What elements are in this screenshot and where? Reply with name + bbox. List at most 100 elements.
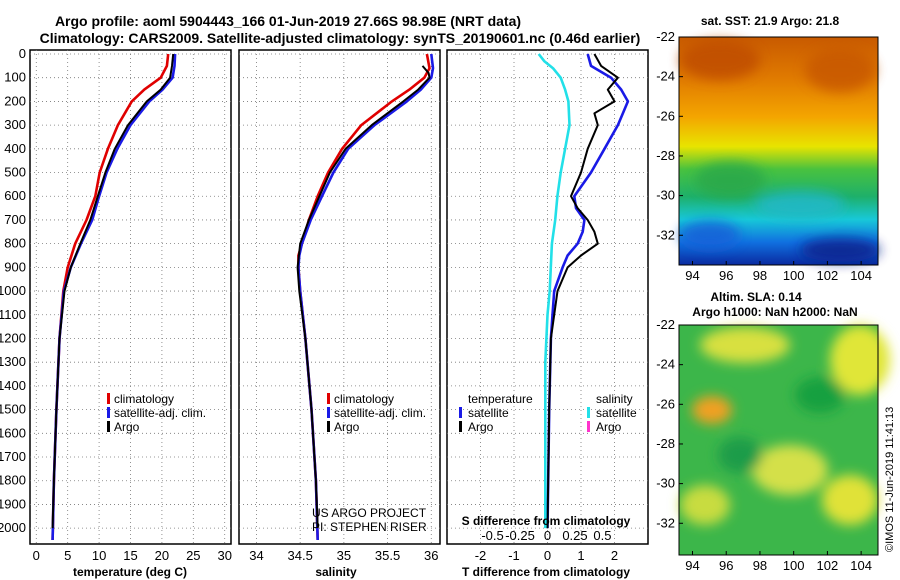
map-x-tick-label: 94 <box>685 268 699 283</box>
legend-title-temperature: temperature <box>468 392 533 406</box>
legend-swatch-t-argo <box>459 421 462 432</box>
legend-swatch-t-satellite <box>459 407 462 418</box>
sla-yellow-blob <box>700 327 790 363</box>
map-x-tick-label: 94 <box>685 558 699 573</box>
project-credit: US ARGO PROJECT <box>312 506 427 520</box>
profile-line-climatology <box>51 53 170 541</box>
temperature-xlabel: temperature (deg C) <box>73 565 187 579</box>
legend-swatch-argo <box>327 421 330 432</box>
legend-label-satellite: satellite-adj. clim. <box>114 406 206 420</box>
map-x-tick-label: 98 <box>753 268 767 283</box>
sst-map-title: sat. SST: 21.9 Argo: 21.8 <box>701 14 840 28</box>
depth-tick-label: 500 <box>4 165 26 180</box>
profile-line-t-argo <box>546 53 619 529</box>
profile-line-argo <box>296 65 431 529</box>
legend-label-s-satellite: satellite <box>596 406 637 420</box>
sst-warm-blob <box>680 40 760 80</box>
sla-yellow-blob <box>822 475 878 525</box>
salinity-xlabel: salinity <box>315 565 357 579</box>
salinity-legend: climatology satellite-adj. clim. Argo US… <box>312 392 427 534</box>
legend-swatch-climatology <box>107 393 110 404</box>
x-tick-label: 15 <box>123 548 137 563</box>
difference-legend: temperature satellite Argo salinity sate… <box>459 392 637 434</box>
title-line-1: Argo profile: aoml 5904443_166 01-Jun-20… <box>55 13 521 29</box>
sla-map: 94 96 98 100 102 104 -22 -24 -26 -28 -30 -32 <box>656 317 890 573</box>
depth-tick-label: 1500 <box>0 402 26 417</box>
depth-axis: 0 100 200 300 400 500 600 700 800 900 1000 1100 1200… <box>0 46 26 535</box>
s-difference-xlabel: S difference from climatology <box>462 514 631 528</box>
profile-line-climatology <box>297 53 431 541</box>
depth-tick-label: 1000 <box>0 283 26 298</box>
depth-tick-label: 900 <box>4 259 26 274</box>
profile-line-satellite-adj-clim- <box>297 53 435 541</box>
depth-tick-label: 1200 <box>0 330 26 345</box>
x-tick-label: 5 <box>64 548 71 563</box>
legend-label-argo: Argo <box>114 420 140 434</box>
sla-yellow-blob <box>830 325 890 395</box>
map-y-tick-label: -26 <box>656 108 675 123</box>
legend-label-climatology: climatology <box>334 392 394 406</box>
x-tick-label: 1 <box>577 548 584 563</box>
s-tick-label: 0 <box>544 528 551 543</box>
depth-tick-label: 1800 <box>0 473 26 488</box>
map-y-tick-label: -30 <box>656 188 675 203</box>
map-x-tick-label: 102 <box>817 558 839 573</box>
pi-credit: PI: STEPHEN RISER <box>312 520 427 534</box>
x-axes: 0 5 10 15 20 25 30 34 34.5 35 35.5 36 -2 -1 0 1 2 -0.5 -0.… <box>33 528 618 563</box>
profile-lines <box>51 53 630 541</box>
depth-tick-label: 1700 <box>0 449 26 464</box>
map-y-tick-label: -28 <box>656 148 675 163</box>
x-tick-label: 20 <box>155 548 169 563</box>
sla-map-axes: 94 96 98 100 102 104 -22 -24 -26 -28 -30 -32 <box>656 317 872 573</box>
map-x-tick-label: 104 <box>850 268 872 283</box>
sla-map-subtitle: Argo h1000: NaN h2000: NaN <box>692 305 857 319</box>
map-x-tick-label: 96 <box>719 268 733 283</box>
s-tick-label: -0.25 <box>505 528 535 543</box>
map-x-tick-label: 100 <box>783 268 805 283</box>
sst-blue-blob <box>680 221 740 249</box>
depth-tick-label: 1100 <box>0 307 26 322</box>
x-tick-label: 36 <box>424 548 438 563</box>
x-tick-label: 0 <box>33 548 40 563</box>
sla-yellow-blob <box>752 445 828 495</box>
x-tick-label: 25 <box>186 548 200 563</box>
salinity-panel <box>238 49 441 545</box>
depth-tick-label: 300 <box>4 117 26 132</box>
legend-title-salinity: salinity <box>596 392 633 406</box>
depth-tick-label: 1400 <box>0 378 26 393</box>
x-tick-label: -1 <box>508 548 520 563</box>
x-tick-label: 35.5 <box>375 548 400 563</box>
sla-frame <box>678 324 879 556</box>
depth-tick-label: 200 <box>4 93 26 108</box>
x-tick-label: 34.5 <box>288 548 313 563</box>
depth-tick-label: 400 <box>4 141 26 156</box>
title-line-2: Climatology: CARS2009. Satellite-adjuste… <box>40 30 641 46</box>
map-y-tick-label: -30 <box>656 476 675 491</box>
map-y-tick-label: -26 <box>656 396 675 411</box>
legend-label-s-argo: Argo <box>596 420 622 434</box>
s-tick-label: 0.25 <box>562 528 587 543</box>
x-tick-label: 35 <box>337 548 351 563</box>
depth-tick-label: 800 <box>4 236 26 251</box>
sla-green-blob <box>795 377 845 413</box>
legend-label-t-satellite: satellite <box>468 406 509 420</box>
t-difference-xlabel: T difference from climatology <box>462 565 630 579</box>
sst-map-axes: 94 96 98 100 102 104 -22 -24 -26 -28 -30 -32 <box>656 29 872 283</box>
depth-tick-label: 2000 <box>0 520 26 535</box>
sst-frame <box>678 36 879 266</box>
depth-tick-label: 700 <box>4 212 26 227</box>
profile-line-s-satellite <box>537 53 571 529</box>
x-tick-label: 0 <box>544 548 551 563</box>
temperature-legend: climatology satellite-adj. clim. Argo <box>107 392 206 434</box>
profile-line-satellite-adj-clim- <box>51 53 177 541</box>
map-y-tick-label: -22 <box>656 317 675 332</box>
map-y-tick-label: -22 <box>656 29 675 44</box>
sla-map-title: Altim. SLA: 0.14 <box>710 290 802 304</box>
sla-yellow-blob <box>680 485 730 525</box>
sst-warm-blob <box>805 48 875 92</box>
map-y-tick-label: -28 <box>656 436 675 451</box>
legend-swatch-climatology <box>327 393 330 404</box>
map-x-tick-label: 102 <box>817 268 839 283</box>
x-tick-label: 30 <box>217 548 231 563</box>
